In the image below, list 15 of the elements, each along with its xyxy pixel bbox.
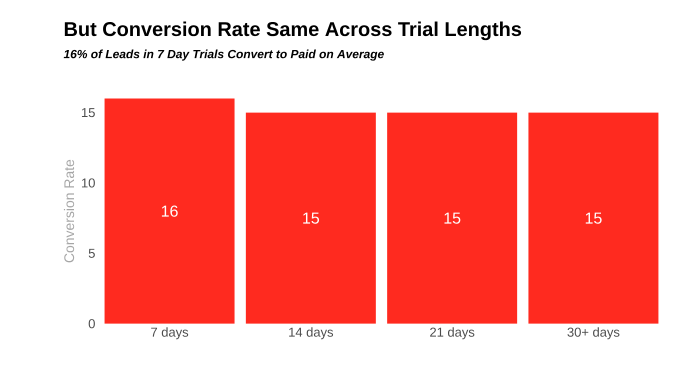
y-tick-label: 15	[82, 108, 95, 118]
y-tick-label: 10	[82, 178, 95, 188]
y-tick-label: 5	[88, 248, 95, 258]
chart-subtitle: 16% of Leads in 7 Day Trials Convert to Paid on Average	[64, 50, 384, 61]
y-tick-label: 0	[88, 319, 95, 328]
data-label: 16	[162, 205, 178, 217]
x-tick-label: 30+ days	[567, 327, 620, 340]
data-label: 15	[303, 212, 320, 224]
x-tick-label: 21 days	[430, 327, 474, 340]
y-axis-title: Conversion Rate	[64, 160, 74, 262]
data-label: 15	[586, 212, 602, 224]
data-label: 15	[444, 212, 460, 224]
x-tick-label: 7 days	[151, 327, 188, 340]
chart-title: But Conversion Rate Same Across Trial Lengths	[64, 22, 522, 40]
x-tick-label: 14 days	[289, 327, 334, 340]
